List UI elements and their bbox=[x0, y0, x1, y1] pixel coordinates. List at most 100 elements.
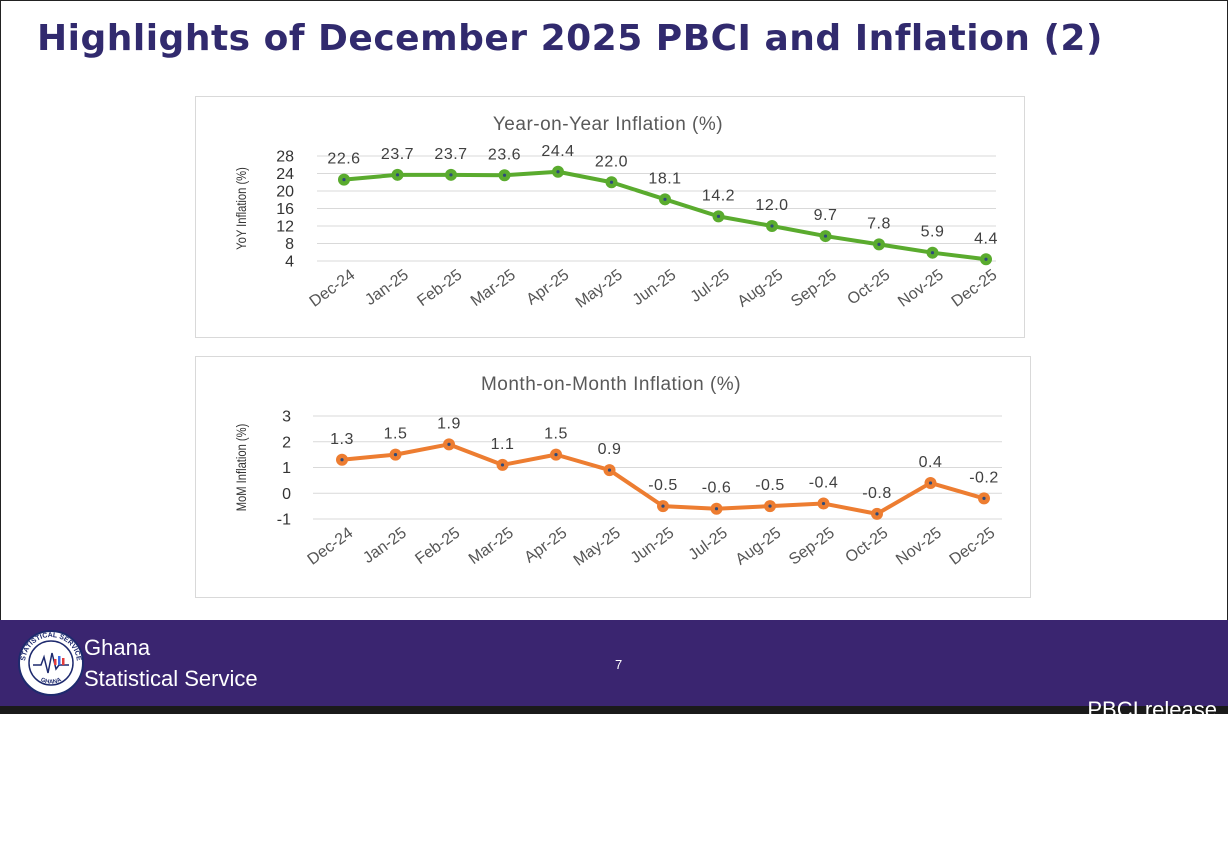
yoy-chart: Year-on-Year Inflation (%) YoY Inflation … bbox=[234, 114, 1001, 312]
yoy-y-tick-16: 16 bbox=[276, 201, 294, 218]
mom-x-tick-jul-25: Jul-25 bbox=[686, 524, 731, 563]
yoy-data-label-oct-25: 7.8 bbox=[867, 215, 891, 232]
mom-point-center bbox=[821, 501, 826, 506]
yoy-data-label-jun-25: 18.1 bbox=[648, 170, 681, 187]
mom-data-label-may-25: 0.9 bbox=[598, 441, 622, 458]
yoy-x-tick-feb-25: Feb-25 bbox=[414, 266, 465, 310]
mom-x-tick-sep-25: Sep-25 bbox=[786, 524, 838, 568]
yoy-x-tick-mar-25: Mar-25 bbox=[468, 266, 519, 310]
yoy-data-label-jul-25: 14.2 bbox=[702, 187, 735, 204]
mom-data-label-jan-25: 1.5 bbox=[384, 426, 408, 443]
gss-logo-icon: STATISTICAL SERVICE GHANA bbox=[18, 630, 84, 696]
mom-point-center bbox=[714, 507, 719, 511]
yoy-data-label-apr-25: 24.4 bbox=[541, 143, 574, 160]
yoy-x-tick-dec-25: Dec-25 bbox=[949, 266, 1001, 310]
mom-point-center bbox=[447, 442, 451, 446]
yoy-point-center bbox=[609, 180, 614, 184]
mom-data-label-oct-25: -0.8 bbox=[862, 485, 892, 502]
yoy-y-tick-8: 8 bbox=[285, 236, 294, 253]
mom-x-tick-aug-25: Aug-25 bbox=[733, 524, 785, 568]
yoy-y-tick-4: 4 bbox=[285, 254, 294, 271]
yoy-data-label-may-25: 22.0 bbox=[595, 153, 628, 170]
yoy-x-tick-jan-25: Jan-25 bbox=[362, 266, 412, 309]
mom-point-center bbox=[500, 463, 505, 467]
release-line1: PBCI release bbox=[1087, 697, 1217, 722]
footer-edge bbox=[0, 706, 1228, 714]
mom-x-tick-oct-25: Oct-25 bbox=[843, 524, 892, 566]
org-name-line1: Ghana bbox=[84, 635, 151, 660]
mom-x-tick-mar-25: Mar-25 bbox=[466, 524, 517, 568]
page-number: 7 bbox=[615, 657, 623, 672]
yoy-point-center bbox=[716, 214, 721, 218]
yoy-point-center bbox=[877, 242, 881, 246]
yoy-x-tick-jun-25: Jun-25 bbox=[630, 266, 680, 309]
release-line2: December 2025 bbox=[1054, 790, 1217, 815]
yoy-y-axis-label: YoY Inflation (%) bbox=[234, 167, 249, 250]
mom-x-tick-jun-25: Jun-25 bbox=[628, 524, 678, 567]
footer-bar bbox=[0, 620, 1228, 706]
yoy-data-label-nov-25: 5.9 bbox=[921, 224, 945, 241]
mom-y-axis-label: MoM Inflation (%) bbox=[234, 424, 249, 512]
mom-data-label-jun-25: -0.5 bbox=[648, 477, 678, 494]
org-name-line2: Statistical Service bbox=[84, 666, 258, 691]
mom-y-tick-0: 0 bbox=[282, 486, 291, 503]
yoy-data-label-sep-25: 9.7 bbox=[814, 207, 838, 224]
mom-x-tick-dec-24: Dec-24 bbox=[305, 524, 357, 568]
mom-data-label-jul-25: -0.6 bbox=[702, 480, 732, 497]
mom-y-tick-1: 1 bbox=[282, 460, 291, 477]
yoy-data-label-dec-25: 4.4 bbox=[974, 230, 998, 247]
svg-text:GHANA: GHANA bbox=[40, 677, 63, 686]
mom-data-label-mar-25: 1.1 bbox=[491, 436, 515, 453]
mom-point-center bbox=[875, 512, 879, 516]
release-info: PBCI release December 2025 bbox=[1054, 632, 1217, 849]
yoy-data-label-mar-25: 23.6 bbox=[488, 146, 521, 163]
yoy-x-tick-dec-24: Dec-24 bbox=[307, 266, 359, 310]
mom-point-center bbox=[393, 453, 398, 457]
yoy-point-center bbox=[984, 257, 988, 261]
yoy-point-center bbox=[342, 178, 346, 182]
yoy-point-center bbox=[502, 173, 507, 177]
yoy-x-tick-nov-25: Nov-25 bbox=[895, 266, 947, 310]
yoy-x-tick-oct-25: Oct-25 bbox=[845, 266, 894, 308]
mom-data-label-feb-25: 1.9 bbox=[437, 415, 461, 432]
mom-chart-title: Month-on-Month Inflation (%) bbox=[481, 374, 741, 395]
yoy-x-tick-may-25: May-25 bbox=[573, 266, 626, 311]
mom-x-tick-feb-25: Feb-25 bbox=[412, 524, 463, 568]
mom-x-tick-jan-25: Jan-25 bbox=[360, 524, 410, 567]
mom-point-center bbox=[982, 496, 986, 500]
mom-data-label-dec-24: 1.3 bbox=[330, 431, 354, 448]
mom-y-tick-1: -1 bbox=[277, 512, 291, 529]
mom-y-tick-2: 2 bbox=[282, 434, 291, 451]
mom-x-tick-apr-25: Apr-25 bbox=[522, 524, 571, 566]
yoy-point-center bbox=[930, 251, 935, 255]
mom-data-label-apr-25: 1.5 bbox=[544, 426, 568, 443]
yoy-x-tick-aug-25: Aug-25 bbox=[735, 266, 787, 310]
mom-x-tick-nov-25: Nov-25 bbox=[893, 524, 945, 568]
mom-point-center bbox=[340, 458, 344, 462]
mom-data-label-aug-25: -0.5 bbox=[755, 477, 785, 494]
yoy-y-tick-12: 12 bbox=[276, 219, 294, 236]
yoy-point-center bbox=[449, 173, 453, 177]
org-name: Ghana Statistical Service bbox=[84, 632, 258, 694]
yoy-chart-panel: Year-on-Year Inflation (%) YoY Inflation … bbox=[195, 96, 1025, 338]
mom-y-tick-3: 3 bbox=[282, 409, 291, 426]
mom-chart-panel: Month-on-Month Inflation (%) MoM Inflatio… bbox=[195, 356, 1031, 598]
yoy-y-tick-28: 28 bbox=[276, 149, 294, 166]
yoy-point-center bbox=[395, 173, 400, 177]
yoy-data-label-dec-24: 22.6 bbox=[327, 151, 360, 168]
yoy-y-tick-24: 24 bbox=[276, 166, 294, 183]
mom-x-tick-dec-25: Dec-25 bbox=[947, 524, 999, 568]
mom-point-center bbox=[768, 504, 772, 508]
mom-data-label-sep-25: -0.4 bbox=[809, 475, 839, 492]
yoy-x-tick-apr-25: Apr-25 bbox=[524, 266, 573, 308]
yoy-point-center bbox=[823, 234, 828, 238]
yoy-x-tick-jul-25: Jul-25 bbox=[688, 266, 733, 305]
yoy-data-label-feb-25: 23.7 bbox=[434, 146, 467, 163]
yoy-point-center bbox=[663, 197, 667, 201]
mom-chart: Month-on-Month Inflation (%) MoM Inflatio… bbox=[234, 374, 1002, 570]
yoy-x-tick-sep-25: Sep-25 bbox=[788, 266, 840, 310]
mom-data-label-nov-25: 0.4 bbox=[919, 454, 943, 471]
mom-point-center bbox=[661, 504, 665, 508]
mom-data-label-dec-25: -0.2 bbox=[969, 469, 999, 486]
yoy-data-label-aug-25: 12.0 bbox=[755, 197, 788, 214]
